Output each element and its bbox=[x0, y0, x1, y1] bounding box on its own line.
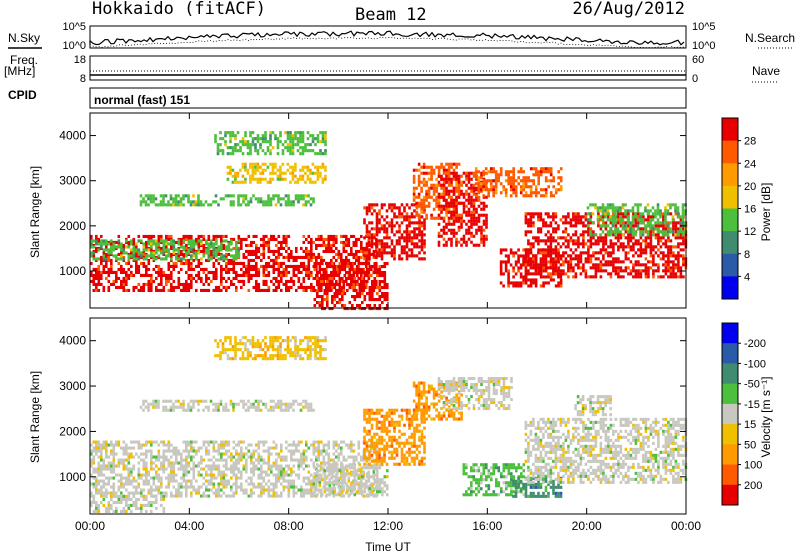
colorbar-swatch-6 bbox=[722, 444, 738, 465]
power-panel: 1000 2000 3000 4000 Slant Range [km] 4 8 12 16… bbox=[28, 113, 773, 310]
colorbar-swatch-3 bbox=[722, 186, 738, 209]
colorbar-tick-6: 28 bbox=[744, 136, 756, 148]
colorbar-tick-3: 15 bbox=[744, 419, 756, 431]
colorbar-swatch-2 bbox=[722, 363, 738, 384]
data-region-2 bbox=[140, 194, 315, 206]
power-ylabel: Slant Range [km] bbox=[28, 166, 42, 258]
nsearch-label: N.Search bbox=[745, 31, 795, 45]
colorbar-swatch-4 bbox=[722, 404, 738, 425]
nave-tick-top: 60 bbox=[692, 54, 704, 66]
colorbar-swatch-0 bbox=[722, 323, 738, 344]
station-title: Hokkaido (fitACF) bbox=[92, 0, 266, 19]
velocity-ylabel: Slant Range [km] bbox=[28, 371, 42, 463]
data-region-7 bbox=[438, 377, 513, 410]
colorbar-tick-1: 100 bbox=[744, 460, 762, 472]
colorbar-tick-4: 20 bbox=[744, 181, 756, 193]
y-tick-label-1: 2000 bbox=[59, 424, 86, 438]
data-region-4 bbox=[227, 163, 327, 184]
nsky-trace bbox=[90, 31, 684, 48]
data-region-3 bbox=[214, 131, 327, 155]
nsky-tick-bottom-right: 10^0 bbox=[692, 40, 716, 52]
data-region-8 bbox=[463, 463, 526, 496]
colorbar-swatch-1 bbox=[722, 343, 738, 364]
colorbar-tick-4: -15 bbox=[744, 399, 760, 411]
x-tick-label-5: 20:00 bbox=[572, 519, 602, 533]
colorbar-swatch-7 bbox=[722, 465, 738, 486]
x-tick-label-0: 00:00 bbox=[75, 519, 105, 533]
colorbar-swatch-6 bbox=[722, 254, 738, 277]
freq-tick-bottom: 8 bbox=[80, 73, 86, 85]
nsky-line bbox=[90, 31, 684, 45]
data-region-1 bbox=[90, 495, 165, 513]
colorbar-swatch-2 bbox=[722, 163, 738, 186]
cpid-value: normal (fast) 151 bbox=[94, 93, 190, 107]
beam-title: Beam 12 bbox=[355, 5, 427, 25]
colorbar-swatch-5 bbox=[722, 424, 738, 445]
y-tick-label-2: 3000 bbox=[59, 174, 86, 188]
y-tick-label-2: 3000 bbox=[59, 379, 86, 393]
data-region-5 bbox=[314, 262, 389, 310]
y-tick-label-3: 4000 bbox=[59, 129, 86, 143]
x-tick-label-1: 04:00 bbox=[174, 519, 204, 533]
colorbar-swatch-3 bbox=[722, 384, 738, 405]
data-region-3 bbox=[214, 336, 327, 360]
x-tick-label-3: 12:00 bbox=[373, 519, 403, 533]
date-title: 26/Aug/2012 bbox=[572, 0, 685, 19]
data-region-12 bbox=[587, 203, 687, 236]
data-region-10 bbox=[525, 418, 688, 484]
power-axes: 1000 2000 3000 4000 bbox=[59, 113, 686, 308]
data-region-1 bbox=[90, 239, 240, 260]
nave-tick-bottom: 0 bbox=[692, 73, 698, 85]
colorbar-swatch-5 bbox=[722, 231, 738, 254]
y-tick-label-3: 4000 bbox=[59, 334, 86, 348]
nsearch-line bbox=[90, 37, 684, 48]
velocity-colorbar-label: Velocity [m s⁻¹] bbox=[759, 376, 773, 457]
data-region-0 bbox=[90, 235, 378, 292]
colorbar-tick-5: 24 bbox=[744, 158, 756, 170]
x-tick-label-2: 08:00 bbox=[274, 519, 304, 533]
colorbar-tick-6: -100 bbox=[744, 358, 766, 370]
colorbar-swatch-7 bbox=[722, 276, 738, 299]
y-tick-label-1: 2000 bbox=[59, 219, 86, 233]
colorbar-tick-0: 4 bbox=[744, 271, 750, 283]
cpid-label: CPID bbox=[8, 88, 37, 102]
colorbar-tick-0: 200 bbox=[744, 480, 762, 492]
velocity-panel: 1000 2000 3000 4000 00:00 04:00 08:00 12:00 16:0… bbox=[28, 318, 773, 554]
nsky-tick-top-right: 10^5 bbox=[692, 21, 716, 33]
velocity-heatmap bbox=[90, 336, 687, 513]
power-heatmap bbox=[90, 131, 687, 310]
colorbar-tick-1: 8 bbox=[744, 249, 750, 261]
power-colorbar: 4 8 12 16 20 24 28 bbox=[722, 118, 756, 300]
y-tick-label-0: 1000 bbox=[59, 264, 86, 278]
nsky-tick-top-left: 10^5 bbox=[62, 21, 86, 33]
time-axis-label: Time UT bbox=[365, 540, 411, 554]
x-tick-label-4: 16:00 bbox=[472, 519, 502, 533]
data-region-11 bbox=[574, 395, 612, 416]
data-region-9 bbox=[475, 167, 563, 197]
colorbar-tick-2: 12 bbox=[744, 226, 756, 238]
nsky-label: N.Sky bbox=[8, 31, 40, 45]
colorbar-tick-2: 50 bbox=[744, 439, 756, 451]
colorbar-swatch-0 bbox=[722, 118, 738, 141]
colorbar-swatch-8 bbox=[722, 485, 738, 506]
data-region-2 bbox=[140, 400, 315, 412]
colorbar-tick-5: -50 bbox=[744, 379, 760, 391]
freq-tick-top: 18 bbox=[74, 54, 86, 66]
colorbar-tick-7: -200 bbox=[744, 338, 766, 350]
freq-unit: [MHz] bbox=[4, 64, 35, 78]
power-colorbar-label: Power [dB] bbox=[759, 183, 773, 242]
colorbar-swatch-1 bbox=[722, 141, 738, 164]
x-tick-label-6: 00:00 bbox=[671, 519, 701, 533]
freq-panel bbox=[90, 56, 686, 80]
colorbar-tick-3: 16 bbox=[744, 204, 756, 216]
y-tick-label-0: 1000 bbox=[59, 470, 86, 484]
colorbar-swatch-4 bbox=[722, 209, 738, 232]
nsky-tick-bottom-left: 10^0 bbox=[62, 40, 86, 52]
nave-label: Nave bbox=[752, 64, 780, 78]
